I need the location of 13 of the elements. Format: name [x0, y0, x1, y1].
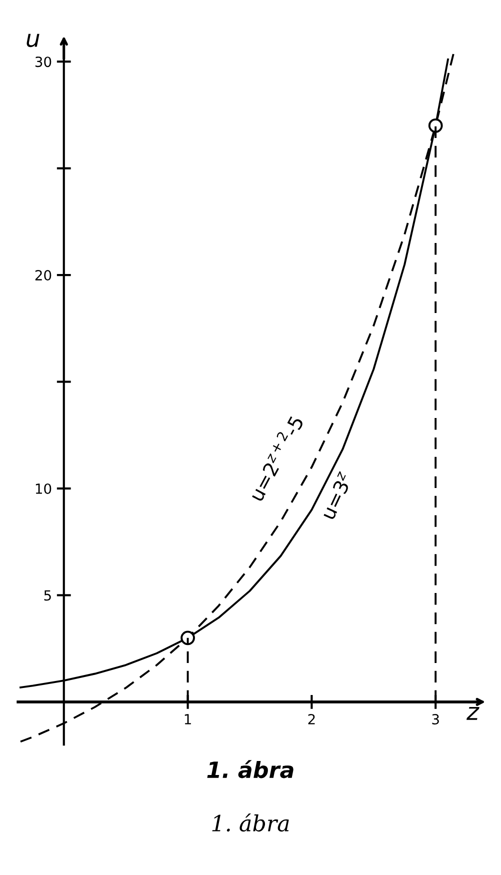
y-tick-label: 20 [35, 270, 52, 281]
annotation: u=3$^{z}$ [320, 471, 354, 520]
y-tick-label: 5 [44, 590, 51, 601]
x-tick-label: 1 [184, 714, 191, 724]
x-axis-title: z [466, 706, 480, 720]
y-axis-title: u [26, 34, 40, 48]
y-tick-label: 10 [36, 483, 52, 494]
text: 1. ábra [212, 813, 289, 832]
x-tick-label: 2 [308, 714, 315, 724]
y-tick-label: 30 [35, 56, 52, 68]
annotation: u=2$^{z+2}$-5 [246, 414, 304, 502]
text: 1. ábra [207, 760, 294, 778]
x-tick-label: 3 [432, 714, 439, 724]
